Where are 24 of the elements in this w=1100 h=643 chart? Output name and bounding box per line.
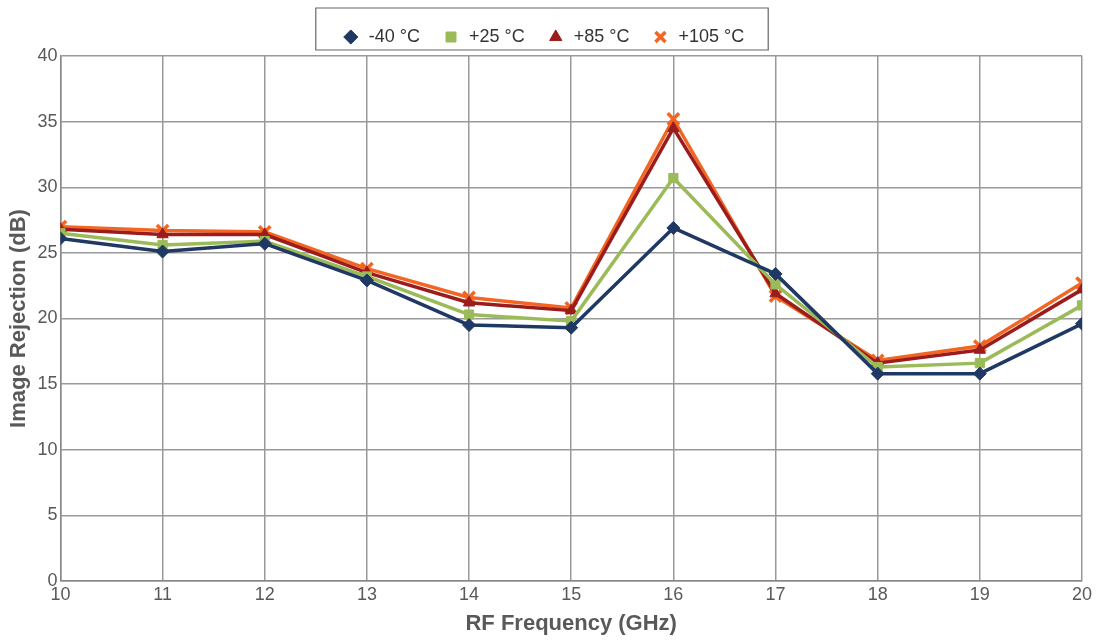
y-tick-label: 15 <box>37 373 58 394</box>
x-tick-label: 15 <box>561 583 582 604</box>
y-tick-label: 30 <box>37 176 58 197</box>
x-tick-label: 17 <box>765 583 786 604</box>
x-tick-label: 14 <box>459 583 480 604</box>
legend-label: +105 °C <box>678 25 745 46</box>
y-tick-label: 25 <box>37 241 58 262</box>
x-tick-label: 20 <box>1071 583 1093 604</box>
y-axis-title: Image Rejection (dB) <box>5 209 31 428</box>
x-tick-label: 12 <box>254 583 275 604</box>
x-tick-label: 16 <box>663 583 684 604</box>
y-tick-label: 10 <box>37 438 58 459</box>
legend-label: -40 °C <box>368 25 421 46</box>
x-tick-label: 13 <box>356 583 377 604</box>
y-tick-label: 35 <box>37 110 58 131</box>
x-axis-title: RF Frequency (GHz) <box>465 609 677 635</box>
legend-label: +25 °C <box>469 25 525 46</box>
y-tick-label: 20 <box>37 307 58 328</box>
y-tick-label: 5 <box>47 504 58 525</box>
y-tick-label: 40 <box>37 44 58 65</box>
x-tick-label: 11 <box>153 583 172 604</box>
x-tick-label: 18 <box>867 583 888 604</box>
legend-label: +85 °C <box>573 25 630 46</box>
x-tick-label: 19 <box>969 583 990 604</box>
